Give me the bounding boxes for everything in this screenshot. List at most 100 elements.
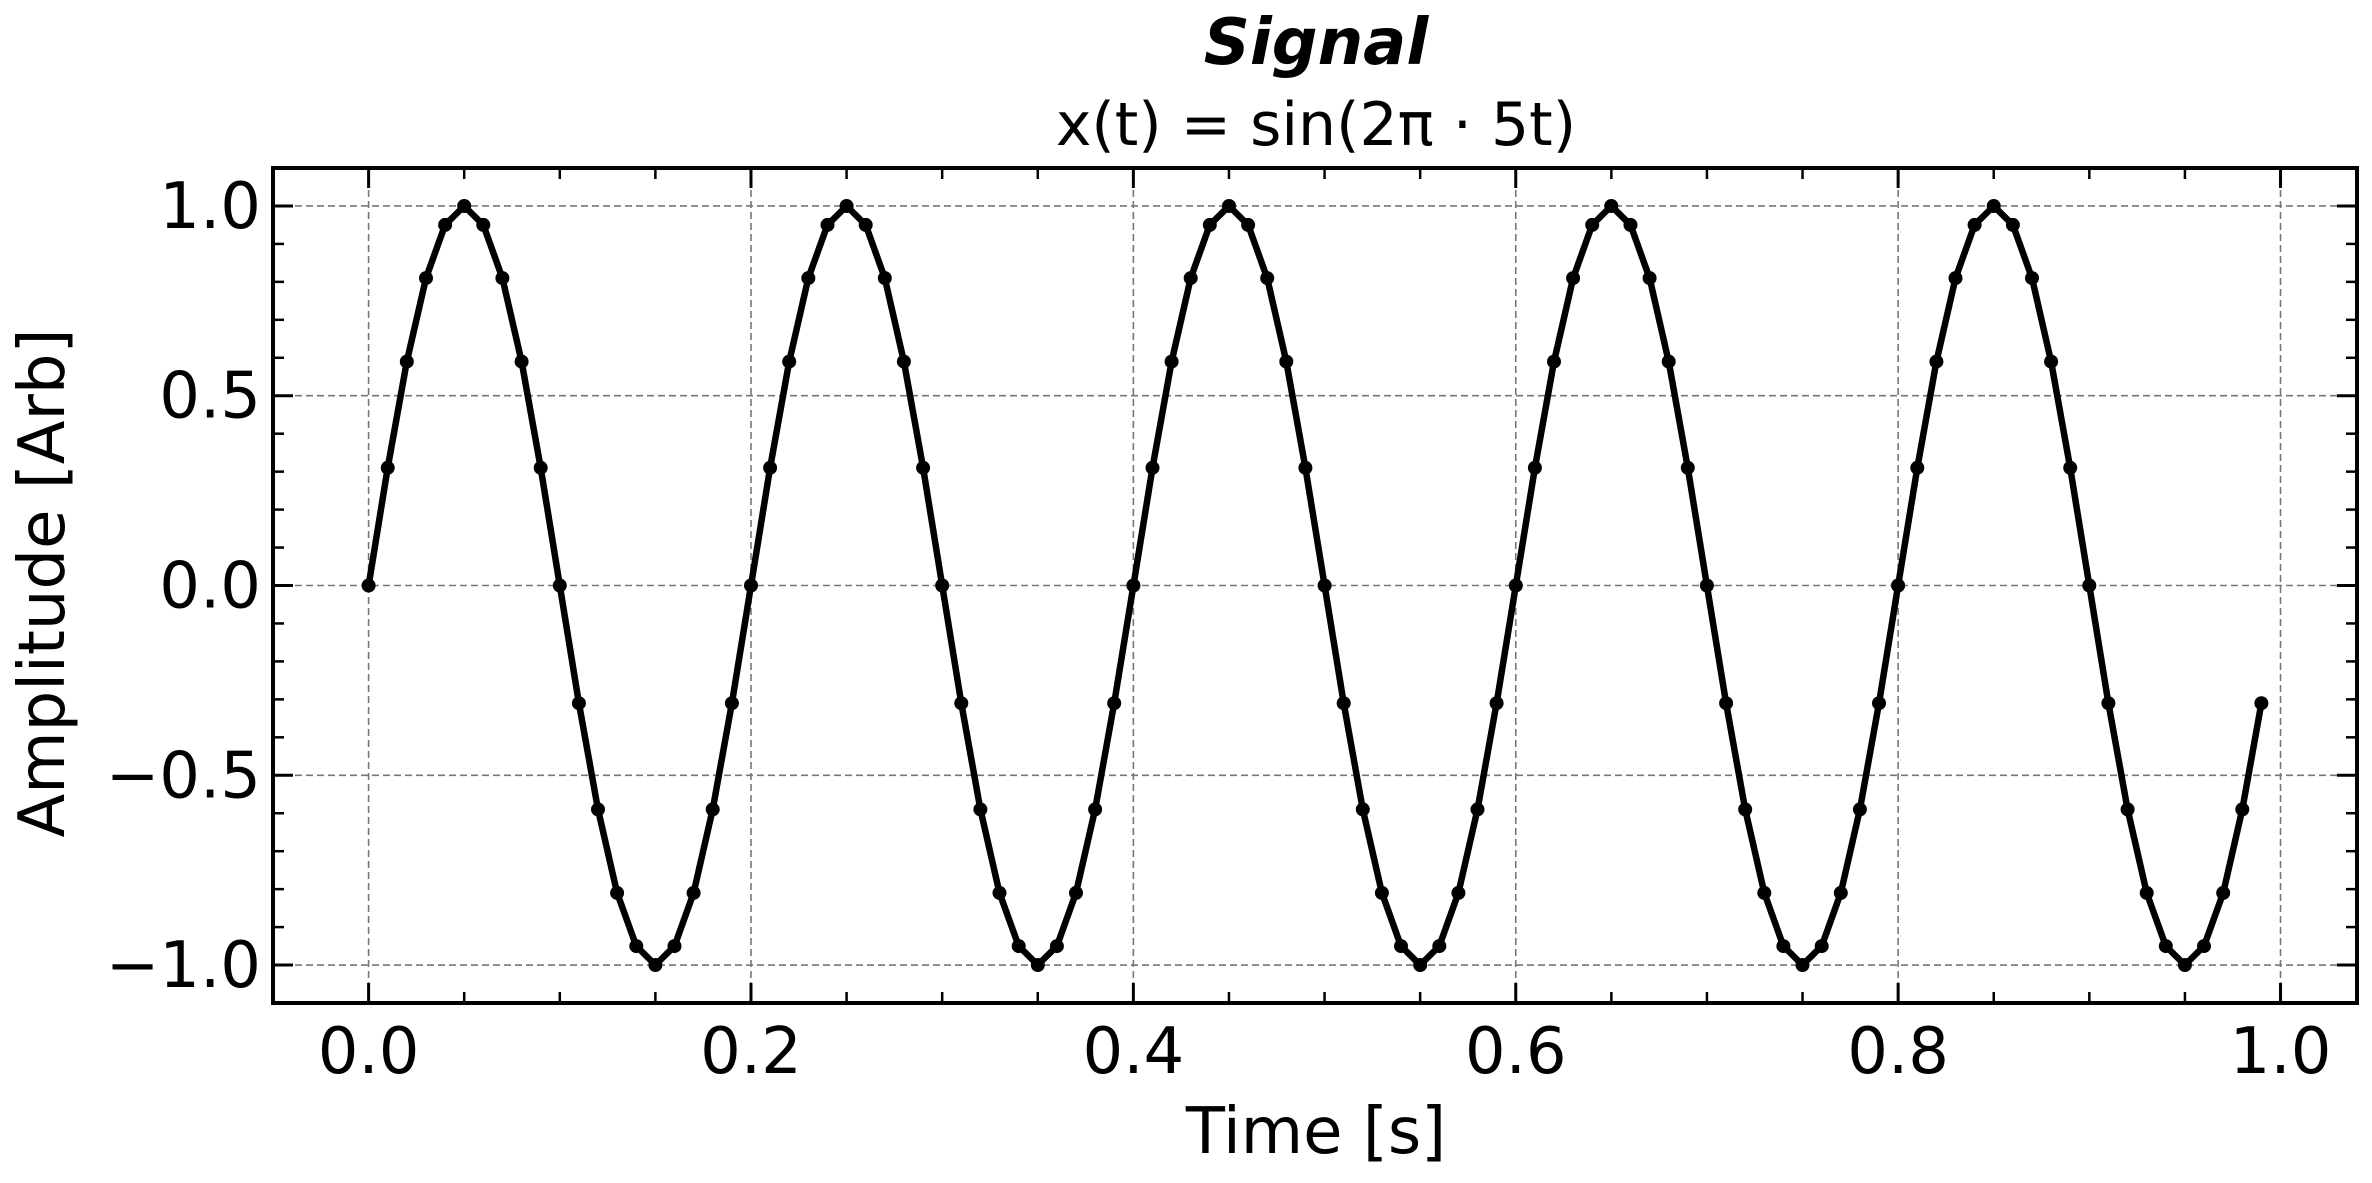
- data-point: [514, 354, 529, 369]
- y-tick-label: 0.0: [159, 550, 261, 624]
- grid-lines: [273, 168, 2357, 1003]
- data-point: [1948, 271, 1963, 286]
- data-point: [1699, 578, 1714, 593]
- data-point: [1145, 460, 1160, 475]
- data-point: [1298, 460, 1313, 475]
- data-point: [419, 271, 433, 286]
- data-point: [686, 885, 701, 900]
- data-point: [1049, 939, 1064, 954]
- data-point: [992, 885, 1007, 900]
- data-point: [763, 460, 778, 475]
- data-point: [2120, 802, 2135, 817]
- y-tick-label: 1.0: [159, 170, 261, 244]
- data-point: [973, 802, 988, 817]
- data-point: [1566, 271, 1581, 286]
- data-point: [1241, 217, 1256, 232]
- data-point: [1910, 460, 1925, 475]
- data-point: [2235, 802, 2250, 817]
- data-point: [533, 460, 548, 475]
- data-point: [1470, 802, 1485, 817]
- data-point: [2139, 885, 2154, 900]
- data-point: [935, 578, 950, 593]
- series-layer: [361, 199, 2269, 972]
- data-point: [1642, 271, 1657, 286]
- data-point: [1374, 885, 1389, 900]
- data-point: [1814, 939, 1829, 954]
- x-tick-label: 1.0: [2230, 1015, 2332, 1089]
- data-point: [1394, 939, 1408, 954]
- data-point: [820, 217, 835, 232]
- data-point: [2025, 271, 2039, 286]
- data-point: [1355, 802, 1370, 817]
- data-point: [2216, 885, 2231, 900]
- x-tick-label: 0.0: [318, 1015, 420, 1089]
- data-point: [1432, 939, 1447, 954]
- data-point: [1795, 958, 1810, 972]
- data-point: [1279, 354, 1294, 369]
- data-point: [724, 696, 739, 711]
- data-point: [1623, 217, 1638, 232]
- data-point: [2101, 696, 2116, 711]
- data-point: [610, 885, 625, 900]
- data-point: [2044, 354, 2059, 369]
- data-point: [1222, 199, 1236, 213]
- data-point: [1680, 460, 1695, 475]
- data-point: [1967, 217, 1982, 232]
- data-point: [1738, 802, 1753, 817]
- data-point: [438, 217, 453, 232]
- chart-title: Signal: [1204, 6, 1430, 80]
- series-line: [365, 202, 2265, 969]
- data-point: [1451, 885, 1466, 900]
- data-point: [648, 958, 663, 972]
- data-point: [705, 802, 720, 817]
- x-tick-label: 0.4: [1082, 1015, 1184, 1089]
- data-point: [1202, 217, 1217, 232]
- data-point: [1776, 939, 1791, 954]
- data-point: [1986, 199, 2001, 213]
- data-point: [1891, 578, 1906, 593]
- data-point: [495, 271, 510, 286]
- data-point: [839, 199, 854, 213]
- data-point: [1011, 939, 1026, 954]
- data-point: [877, 271, 892, 286]
- data-point: [1508, 578, 1523, 593]
- data-point: [1030, 958, 1045, 972]
- y-tick-label: −1.0: [106, 929, 261, 1003]
- data-point: [1317, 578, 1332, 593]
- data-point: [1413, 958, 1428, 972]
- data-point: [1164, 354, 1179, 369]
- plot-frame: [271, 166, 2359, 1005]
- data-point: [1183, 271, 1198, 286]
- data-point: [801, 271, 816, 286]
- data-point: [2254, 696, 2269, 711]
- data-point: [361, 578, 376, 593]
- data-point: [1336, 696, 1351, 711]
- data-point: [744, 578, 758, 593]
- data-point: [1929, 354, 1944, 369]
- data-point: [1126, 578, 1141, 593]
- data-point: [476, 217, 491, 232]
- y-tick-label: 0.5: [159, 360, 261, 434]
- y-axis-label: Amplitude [Arb]: [6, 329, 80, 838]
- data-point: [1852, 802, 1867, 817]
- y-tick-label: −0.5: [106, 739, 261, 813]
- data-point: [2063, 460, 2078, 475]
- tick-labels: 0.0 0.2 0.4 0.6 0.8 1.0 −1.0 −0.5 0.0 0.5 1.0: [106, 170, 2332, 1089]
- data-point: [667, 939, 682, 954]
- chart-subtitle: x(t) = sin(2π · 5t): [1056, 90, 1576, 160]
- data-point: [1527, 460, 1542, 475]
- data-point: [858, 217, 873, 232]
- data-point: [1604, 199, 1619, 213]
- x-tick-label: 0.6: [1465, 1015, 1567, 1089]
- x-tick-label: 0.8: [1847, 1015, 1949, 1089]
- data-point: [2177, 958, 2192, 972]
- data-point: [1489, 696, 1504, 711]
- data-point: [916, 460, 931, 475]
- data-point: [1547, 354, 1561, 369]
- data-point: [571, 696, 586, 711]
- data-point: [1088, 802, 1103, 817]
- data-point: [954, 696, 969, 711]
- data-point: [399, 354, 414, 369]
- data-point: [380, 460, 395, 475]
